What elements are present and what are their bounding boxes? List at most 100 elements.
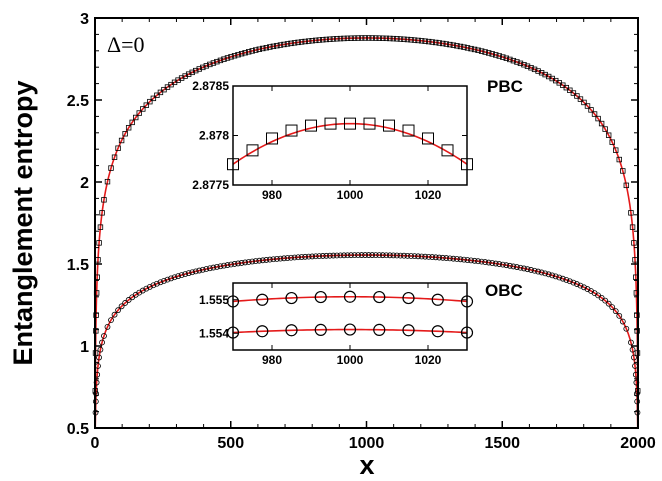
data-point-pbc (602, 126, 608, 132)
data-point-pbc (574, 93, 580, 99)
data-point-obc (164, 276, 171, 283)
data-point-pbc (260, 45, 266, 52)
data-point-pbc (341, 35, 347, 42)
data-point-pbc (383, 35, 390, 42)
data-point-pbc (447, 41, 453, 48)
data-point-obc (270, 256, 277, 263)
data-point-pbc (288, 40, 294, 47)
data-point-obc (214, 264, 220, 270)
inset-data-point (431, 293, 444, 306)
data-point-obc (101, 333, 107, 339)
data-point-obc (217, 263, 224, 270)
inset-x-tick-label: 1000 (337, 188, 364, 202)
data-point-pbc (500, 54, 506, 60)
markers-pbc (92, 35, 641, 394)
data-point-obc (259, 257, 266, 264)
data-point-obc (249, 258, 256, 265)
data-point-obc (436, 254, 443, 261)
y-tick-label: 1.5 (67, 257, 89, 274)
data-point-pbc (468, 45, 474, 52)
data-point-pbc (598, 120, 605, 127)
data-point-obc (559, 275, 566, 282)
data-point-obc (351, 252, 358, 259)
data-point-pbc (510, 57, 517, 64)
data-point-obc (616, 312, 623, 319)
data-point-obc (235, 260, 241, 267)
data-point-obc (503, 262, 510, 269)
data-point-pbc (503, 55, 510, 61)
data-point-pbc (323, 36, 330, 43)
data-point-obc (394, 252, 400, 259)
data-point-obc (337, 252, 344, 259)
data-point-obc (482, 259, 489, 265)
data-point-obc (570, 279, 577, 286)
y-tick-label: 0.5 (67, 421, 89, 438)
data-point-pbc (249, 48, 255, 54)
data-point-pbc (256, 46, 262, 52)
data-point-obc (210, 264, 217, 271)
data-point-pbc (99, 210, 105, 216)
data-point-pbc (591, 111, 598, 117)
data-point-pbc (429, 39, 435, 45)
inset-theory-curve (232, 328, 468, 334)
data-point-pbc (150, 95, 157, 102)
data-point-obc (411, 253, 418, 260)
data-point-obc (330, 252, 337, 259)
data-point-obc (277, 255, 284, 262)
data-point-obc (185, 270, 192, 277)
x-tick-label: 0 (91, 435, 100, 452)
data-point-obc (365, 252, 372, 258)
data-point-pbc (281, 41, 287, 48)
data-point-obc (143, 285, 150, 292)
data-point-obc (386, 252, 393, 259)
data-point-pbc (330, 36, 337, 42)
data-point-obc (425, 253, 432, 260)
data-point-pbc (489, 51, 495, 57)
data-point-pbc (514, 59, 520, 65)
inset-x-tick-label: 980 (262, 353, 282, 367)
data-point-obc (528, 267, 534, 273)
inset-data-point (373, 290, 386, 304)
data-point-pbc (478, 48, 485, 54)
inset-data-point (324, 117, 337, 130)
data-point-pbc (521, 62, 527, 68)
data-point-pbc (133, 114, 139, 121)
data-point-pbc (214, 58, 220, 65)
data-point-obc (161, 278, 167, 284)
data-point-obc (168, 275, 174, 282)
x-axis-label: x (359, 450, 374, 480)
data-point-obc (566, 278, 573, 285)
inset-theory-curve (232, 122, 468, 165)
data-point-pbc (485, 50, 492, 56)
data-point-obc (189, 269, 196, 276)
data-point-pbc (253, 47, 259, 53)
data-point-pbc (221, 56, 227, 62)
inset-data-point (266, 132, 278, 145)
x-tick-label: 2000 (620, 435, 656, 452)
data-point-obc (524, 266, 531, 273)
data-point-pbc (111, 154, 118, 160)
inset-data-point (422, 132, 434, 145)
data-point-obc (446, 255, 453, 262)
inset-x-tick-label: 1000 (337, 353, 364, 367)
data-point-pbc (415, 37, 421, 44)
data-point-obc (281, 255, 287, 262)
data-point-pbc (443, 41, 450, 47)
data-point-obc (401, 252, 407, 259)
data-point-obc (457, 256, 464, 263)
inset-data-point (373, 323, 386, 336)
data-point-obc (263, 257, 270, 263)
data-point-pbc (193, 67, 199, 74)
data-point-obc (549, 272, 556, 279)
data-point-pbc (245, 49, 252, 55)
data-point-pbc (270, 43, 277, 50)
data-point-pbc (507, 56, 513, 63)
data-point-obc (496, 261, 503, 267)
data-point-obc (510, 263, 517, 270)
inset-data-point (431, 325, 444, 338)
data-point-obc (192, 268, 199, 275)
data-point-pbc (274, 42, 280, 49)
data-point-obc (404, 252, 411, 259)
data-point-obc (266, 256, 273, 263)
